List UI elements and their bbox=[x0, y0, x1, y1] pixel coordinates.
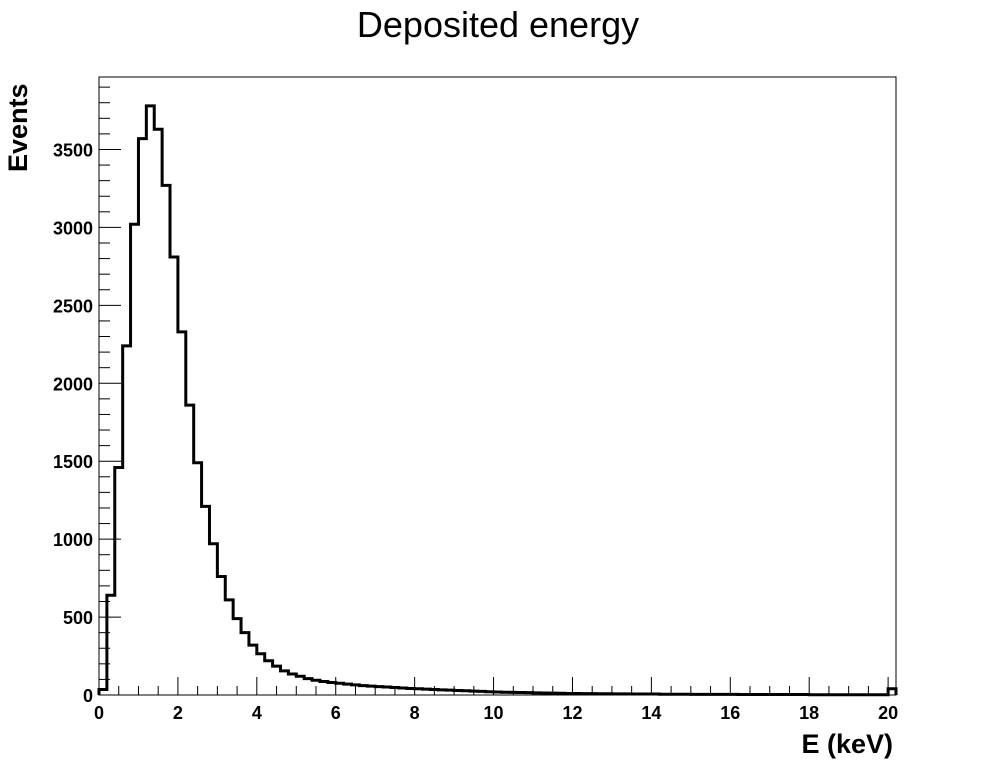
y-tick-label: 2500 bbox=[53, 296, 93, 316]
x-tick-label: 2 bbox=[173, 703, 183, 723]
plot-frame bbox=[98, 76, 897, 696]
x-tick-label: 10 bbox=[484, 703, 504, 723]
chart-title: Deposited energy bbox=[357, 4, 639, 45]
x-tick-label: 6 bbox=[331, 703, 341, 723]
x-tick-label: 12 bbox=[562, 703, 582, 723]
y-tick-label: 3000 bbox=[53, 218, 93, 238]
y-tick-label: 3500 bbox=[53, 140, 93, 160]
x-tick-label: 20 bbox=[878, 703, 898, 723]
y-tick-label: 2000 bbox=[53, 374, 93, 394]
x-tick-label: 18 bbox=[799, 703, 819, 723]
x-tick-label: 14 bbox=[641, 703, 661, 723]
y-tick-label: 500 bbox=[63, 608, 93, 628]
x-axis-label: E (keV) bbox=[801, 729, 893, 759]
x-tick-label: 8 bbox=[410, 703, 420, 723]
x-tick-label: 4 bbox=[252, 703, 262, 723]
y-tick-label: 0 bbox=[83, 686, 93, 706]
x-axis-tick-labels: 0 2 4 6 8 10 12 14 16 18 20 bbox=[94, 703, 898, 723]
histogram-series-line bbox=[97, 104, 898, 697]
x-tick-label: 0 bbox=[94, 703, 104, 723]
x-tick-label: 16 bbox=[720, 703, 740, 723]
y-tick-label: 1500 bbox=[53, 452, 93, 472]
y-axis-tick-labels: 0 500 1000 1500 2000 2500 3000 3500 bbox=[53, 140, 93, 706]
y-tick-label: 1000 bbox=[53, 530, 93, 550]
y-axis-label: Events bbox=[3, 83, 33, 172]
